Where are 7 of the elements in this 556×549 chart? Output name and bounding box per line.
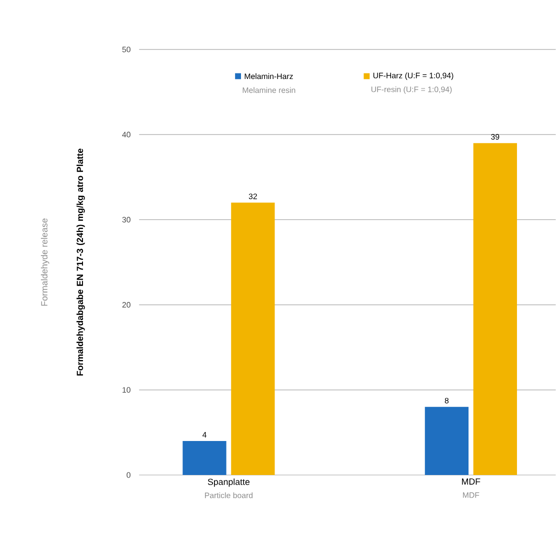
bar: [424, 406, 469, 475]
bar: [473, 142, 517, 475]
text: Formaldehyde release: [40, 218, 50, 306]
x-tick-label: Spanplatte: [208, 478, 250, 487]
y-axis-title: Formaldehydabgabe EN 717-3 (24h) mg/kg atro Platte: [76, 148, 85, 376]
bar: [231, 202, 275, 475]
bar: [182, 440, 226, 475]
